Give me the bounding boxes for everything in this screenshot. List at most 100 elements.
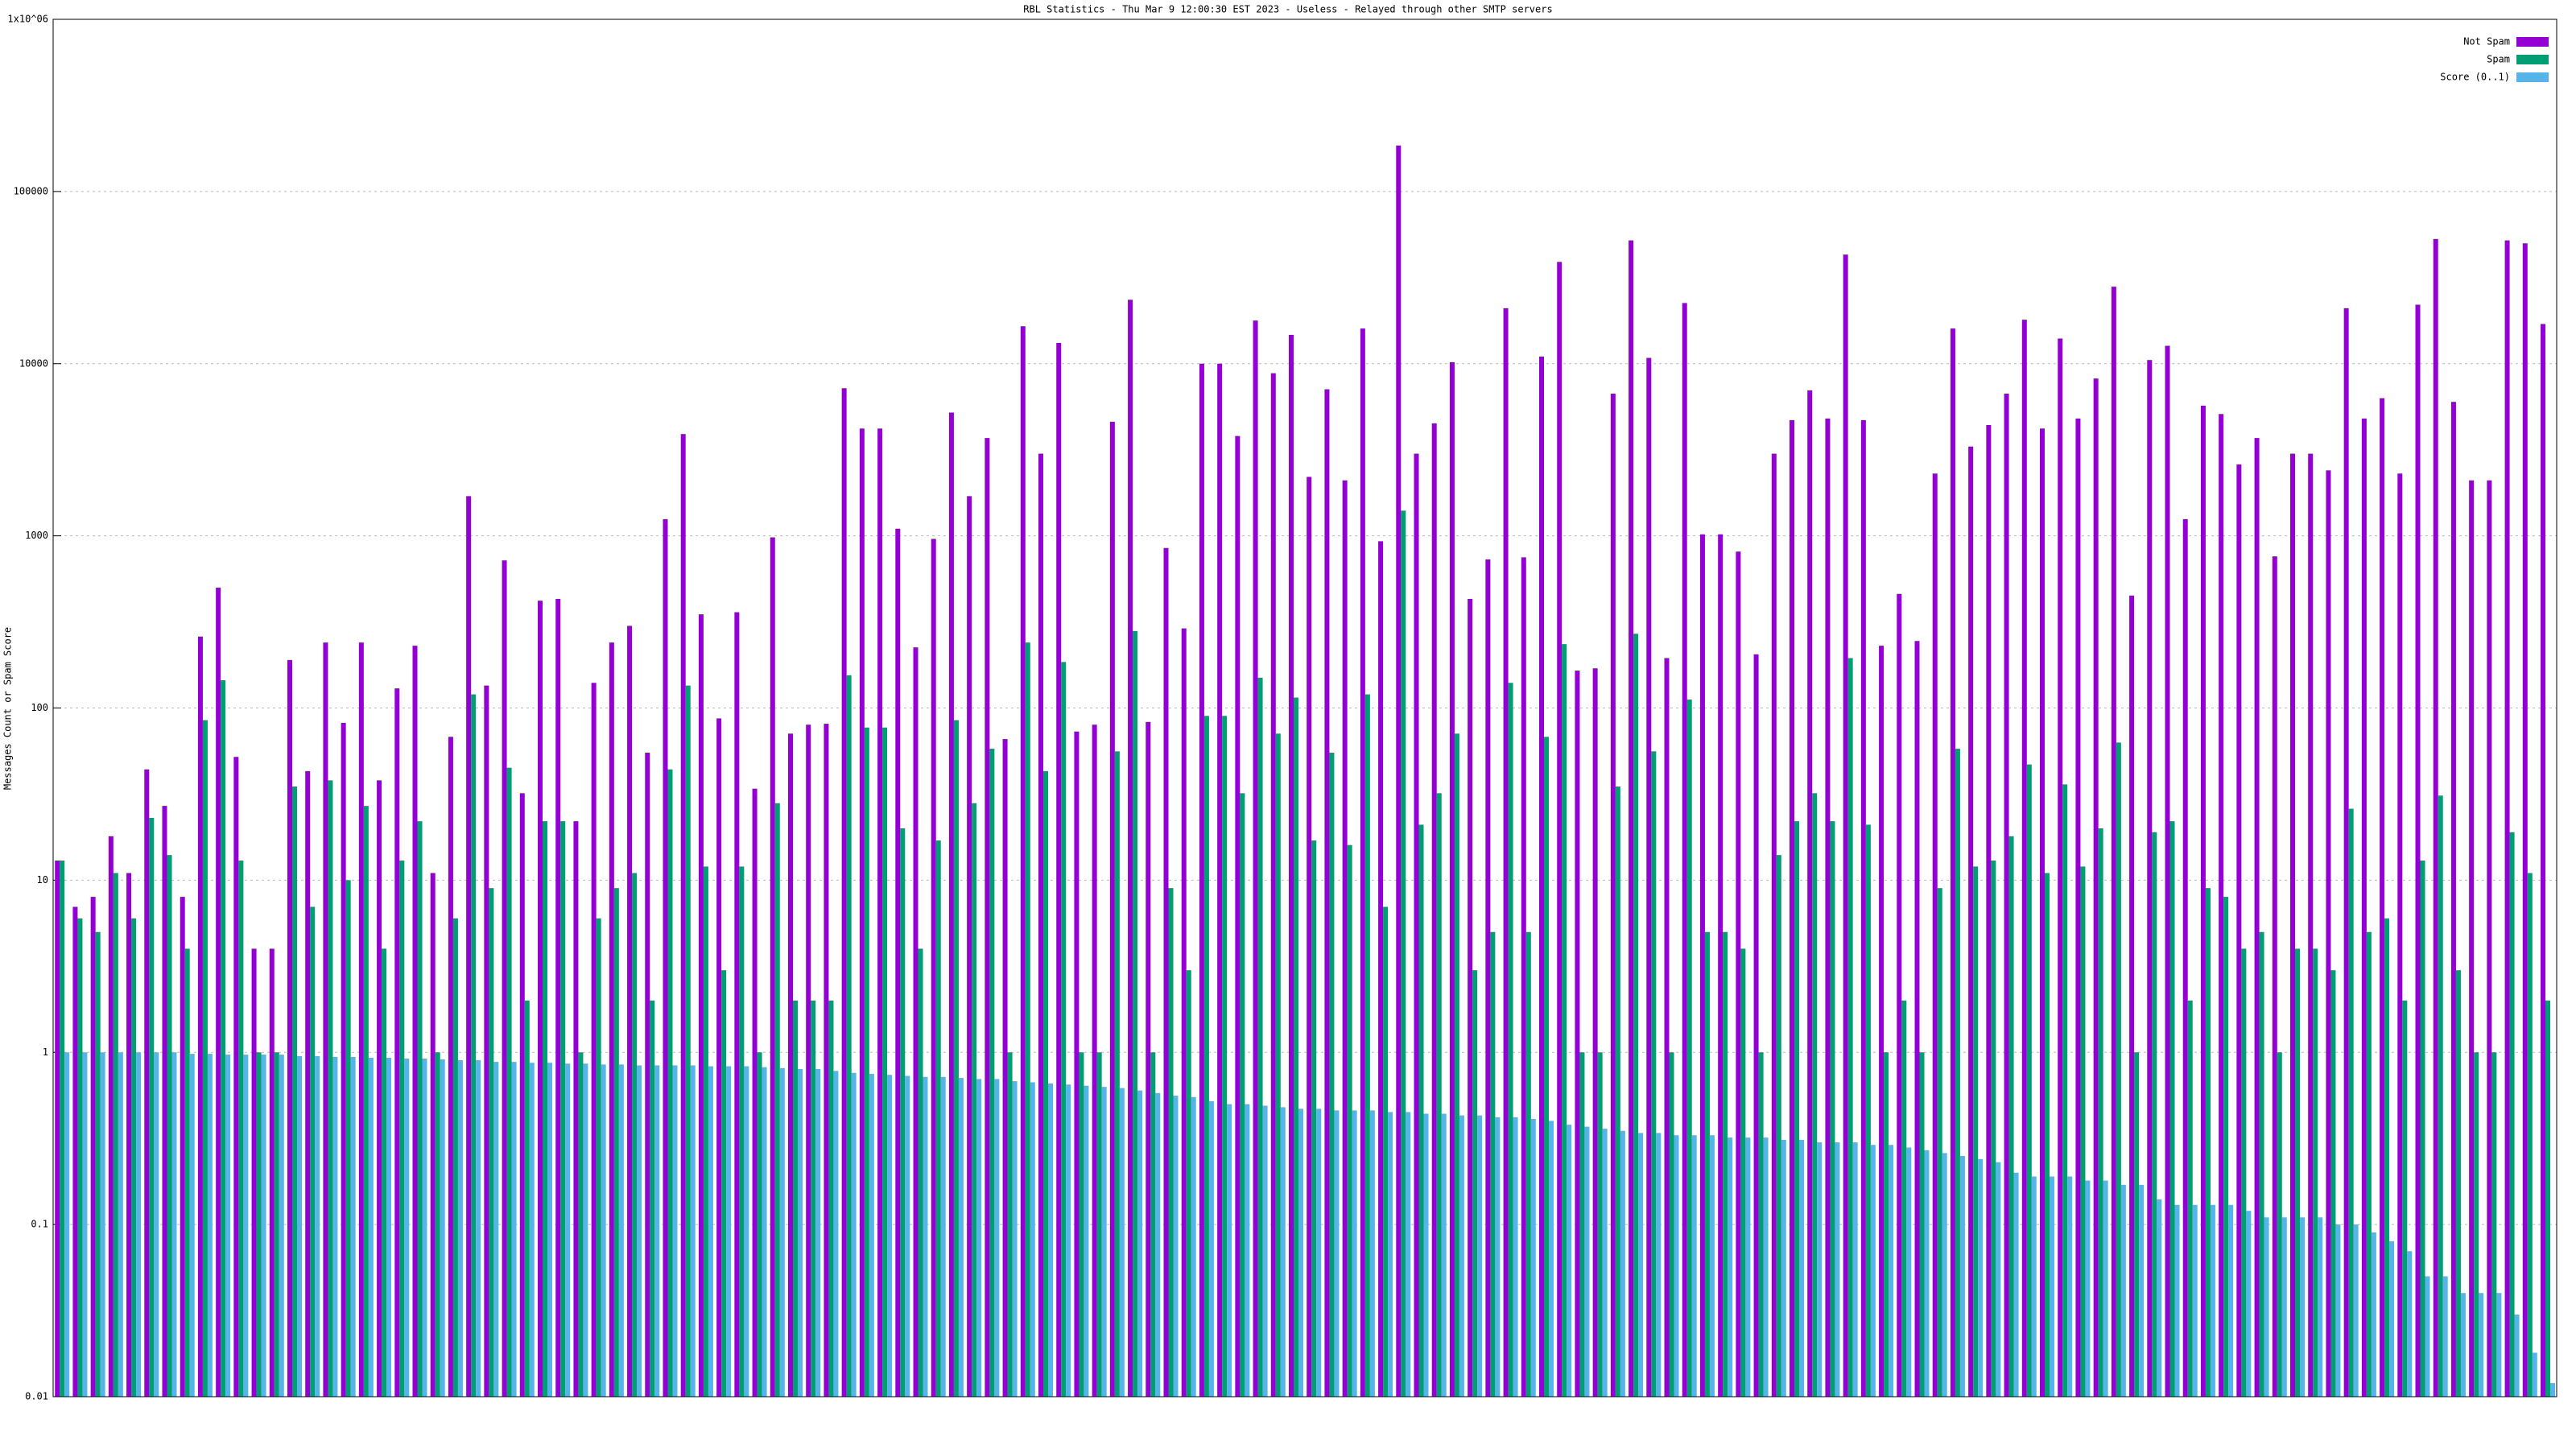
bar [2348, 808, 2354, 1397]
bar [1753, 654, 1759, 1397]
bar [471, 694, 477, 1397]
bar [1525, 931, 1531, 1397]
bar [297, 1056, 303, 1397]
bar [315, 1056, 320, 1397]
bar [1817, 1142, 1823, 1397]
bar [1740, 948, 1746, 1397]
bar [2353, 1224, 2359, 1397]
bar [1191, 1096, 1196, 1397]
plot-border [52, 19, 2557, 1397]
bar [1048, 1083, 1054, 1397]
bar [1950, 328, 1955, 1397]
bar [685, 685, 691, 1397]
bar [1991, 861, 1996, 1397]
bar [1007, 1052, 1013, 1397]
bar [430, 873, 436, 1397]
bar [1186, 970, 1191, 1397]
bar [1807, 390, 1813, 1397]
bar [1329, 753, 1335, 1397]
bar [2522, 243, 2528, 1397]
bar [1592, 668, 1598, 1397]
bar [1758, 1052, 1764, 1397]
bar [1651, 751, 1657, 1397]
bar [645, 753, 650, 1397]
bar [1079, 1052, 1084, 1397]
bar [118, 1052, 123, 1397]
bar [2300, 1217, 2306, 1397]
bar [328, 780, 333, 1397]
bar [618, 1064, 624, 1397]
bar [632, 873, 638, 1397]
bar [538, 601, 543, 1397]
bar [2389, 1241, 2395, 1397]
bar [2469, 480, 2475, 1397]
bar [774, 803, 780, 1397]
bar [2277, 1052, 2282, 1397]
bar [126, 873, 132, 1397]
bar [806, 724, 811, 1397]
bar [2026, 764, 2032, 1397]
bar [238, 861, 244, 1397]
y-axis-label: Messages Count or Spam Score [2, 627, 14, 790]
bar [2223, 897, 2229, 1397]
bar [703, 866, 708, 1397]
bar [64, 1052, 70, 1397]
bar [2098, 828, 2103, 1397]
bar [1610, 393, 1616, 1397]
bar [2045, 873, 2050, 1397]
bar [1776, 855, 1781, 1397]
bar [435, 1052, 440, 1397]
bar [1843, 254, 1848, 1397]
bar [2326, 470, 2331, 1397]
bar [1973, 866, 1979, 1397]
bar [1669, 1052, 1674, 1397]
bar [1919, 1052, 1925, 1397]
bar [762, 1067, 767, 1397]
bar [162, 806, 167, 1397]
bar [1906, 1147, 1912, 1397]
bar [466, 496, 472, 1397]
bar [1270, 373, 1276, 1397]
bar [1901, 1000, 1907, 1397]
bar [1521, 557, 1526, 1397]
bar [2165, 345, 2170, 1397]
bar [2080, 866, 2086, 1397]
bar [1222, 716, 1228, 1397]
bar [2169, 821, 2175, 1397]
bar [502, 560, 507, 1397]
bar [448, 737, 453, 1397]
bar [341, 722, 346, 1397]
bar [1235, 436, 1241, 1397]
bar [256, 1052, 262, 1397]
bar [1699, 534, 1705, 1397]
bar [815, 1068, 821, 1397]
bar [2152, 832, 2157, 1397]
bar [1736, 551, 1741, 1397]
bar [1664, 658, 1670, 1397]
bar [591, 683, 597, 1397]
bar [1978, 1158, 1984, 1397]
bar [95, 931, 101, 1397]
bar [2438, 795, 2443, 1397]
bar [524, 1000, 530, 1397]
bar [1790, 419, 1795, 1397]
bar [1025, 642, 1030, 1397]
bar [1294, 697, 1299, 1397]
bar [180, 897, 185, 1397]
bar [1830, 821, 1835, 1397]
bar [2509, 832, 2515, 1397]
bar [1334, 1110, 1340, 1397]
bar [243, 1055, 249, 1397]
bar [859, 428, 865, 1397]
bar [1955, 749, 1960, 1397]
bar [1275, 733, 1281, 1397]
bar [457, 1060, 463, 1397]
bar [708, 1066, 713, 1397]
bar [1199, 363, 1204, 1397]
bar [1074, 731, 1080, 1397]
bar [1879, 646, 1885, 1397]
bar [1316, 1108, 1322, 1397]
bar [1709, 1135, 1715, 1397]
